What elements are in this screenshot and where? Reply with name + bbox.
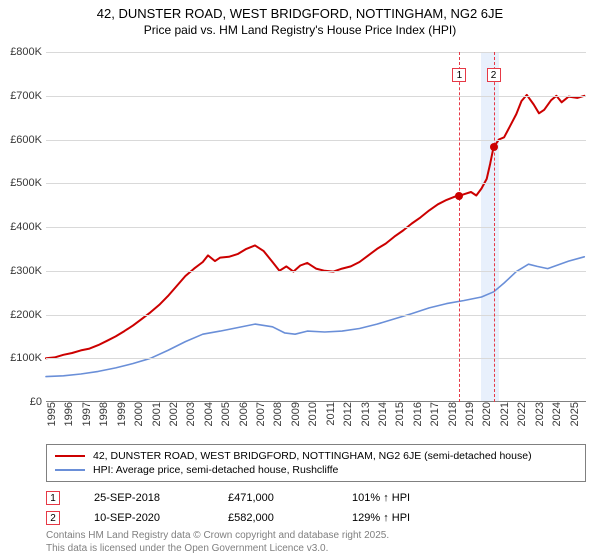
y-tick-label: £200K: [10, 309, 46, 321]
marker-flag: 2: [487, 68, 501, 82]
y-gridline: [46, 227, 586, 228]
x-tick-label: 2017: [425, 402, 441, 426]
y-tick-label: £300K: [10, 265, 46, 277]
title-line-2: Price paid vs. HM Land Registry's House …: [0, 23, 600, 37]
x-tick-label: 1997: [77, 402, 93, 426]
x-tick-label: 2005: [216, 402, 232, 426]
y-gridline: [46, 358, 586, 359]
marker-vline: [459, 52, 460, 402]
legend-swatch: [55, 455, 85, 457]
legend-label: HPI: Average price, semi-detached house,…: [93, 464, 338, 476]
x-tick-label: 2006: [234, 402, 250, 426]
x-tick-label: 2013: [356, 402, 372, 426]
y-gridline: [46, 183, 586, 184]
x-tick-label: 2015: [390, 402, 406, 426]
y-gridline: [46, 315, 586, 316]
y-tick-label: £100K: [10, 352, 46, 364]
y-tick-label: £600K: [10, 134, 46, 146]
sale-vs-hpi: 101% ↑ HPI: [352, 492, 410, 504]
y-tick-label: £400K: [10, 221, 46, 233]
chart-container: 42, DUNSTER ROAD, WEST BRIDGFORD, NOTTIN…: [0, 0, 600, 560]
x-tick-label: 1999: [112, 402, 128, 426]
sale-date: 10-SEP-2020: [94, 512, 194, 524]
sales-row: 1 25-SEP-2018 £471,000 101% ↑ HPI: [46, 488, 410, 508]
x-tick-label: 2018: [443, 402, 459, 426]
x-tick-label: 1995: [42, 402, 58, 426]
x-tick-label: 2010: [303, 402, 319, 426]
sale-price: £582,000: [228, 512, 318, 524]
x-tick-label: 2011: [321, 402, 337, 426]
legend-label: 42, DUNSTER ROAD, WEST BRIDGFORD, NOTTIN…: [93, 450, 532, 462]
marker-flag: 1: [452, 68, 466, 82]
x-tick-label: 2009: [286, 402, 302, 426]
legend-row: 42, DUNSTER ROAD, WEST BRIDGFORD, NOTTIN…: [55, 449, 577, 463]
x-tick-label: 2007: [251, 402, 267, 426]
x-tick-label: 2008: [268, 402, 284, 426]
x-tick-label: 2022: [512, 402, 528, 426]
x-tick-label: 2002: [164, 402, 180, 426]
sales-row: 2 10-SEP-2020 £582,000 129% ↑ HPI: [46, 508, 410, 528]
sale-marker: 2: [46, 511, 60, 525]
x-tick-label: 1996: [59, 402, 75, 426]
x-tick-label: 2004: [199, 402, 215, 426]
x-tick-label: 2024: [547, 402, 563, 426]
sale-point: [455, 192, 463, 200]
legend: 42, DUNSTER ROAD, WEST BRIDGFORD, NOTTIN…: [46, 444, 586, 482]
x-tick-label: 2000: [129, 402, 145, 426]
x-tick-label: 2021: [495, 402, 511, 426]
y-tick-label: £500K: [10, 177, 46, 189]
x-tick-label: 2025: [565, 402, 581, 426]
sale-price: £471,000: [228, 492, 318, 504]
y-gridline: [46, 52, 586, 53]
legend-row: HPI: Average price, semi-detached house,…: [55, 463, 577, 477]
x-tick-label: 2016: [408, 402, 424, 426]
y-gridline: [46, 271, 586, 272]
x-tick-label: 2003: [181, 402, 197, 426]
x-tick-label: 2001: [147, 402, 163, 426]
legend-swatch: [55, 469, 85, 471]
marker-vline: [494, 52, 495, 402]
y-gridline: [46, 140, 586, 141]
sale-vs-hpi: 129% ↑ HPI: [352, 512, 410, 524]
plot-area: £0£100K£200K£300K£400K£500K£600K£700K£80…: [46, 52, 586, 402]
sale-point: [490, 143, 498, 151]
sale-marker: 1: [46, 491, 60, 505]
footer: Contains HM Land Registry data © Crown c…: [46, 530, 389, 555]
x-tick-label: 2014: [373, 402, 389, 426]
x-tick-label: 1998: [94, 402, 110, 426]
x-tick-label: 2023: [530, 402, 546, 426]
y-tick-label: £700K: [10, 90, 46, 102]
title-block: 42, DUNSTER ROAD, WEST BRIDGFORD, NOTTIN…: [0, 0, 600, 37]
sale-date: 25-SEP-2018: [94, 492, 194, 504]
y-gridline: [46, 96, 586, 97]
y-tick-label: £800K: [10, 46, 46, 58]
footer-line-2: This data is licensed under the Open Gov…: [46, 543, 389, 556]
x-tick-label: 2020: [477, 402, 493, 426]
x-tick-label: 2019: [460, 402, 476, 426]
title-line-1: 42, DUNSTER ROAD, WEST BRIDGFORD, NOTTIN…: [0, 6, 600, 21]
footer-line-1: Contains HM Land Registry data © Crown c…: [46, 530, 389, 543]
x-tick-label: 2012: [338, 402, 354, 426]
sales-table: 1 25-SEP-2018 £471,000 101% ↑ HPI 2 10-SEP-20…: [46, 488, 410, 528]
